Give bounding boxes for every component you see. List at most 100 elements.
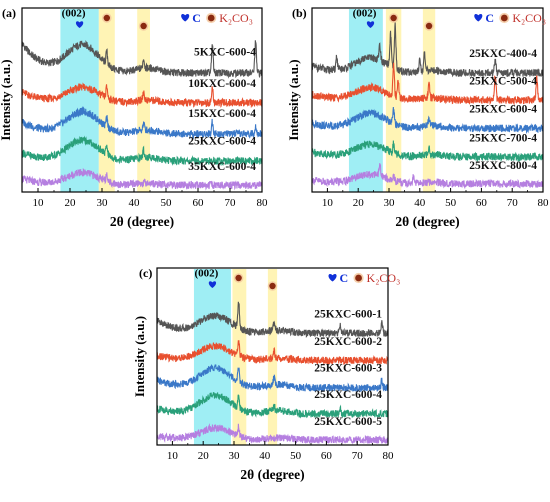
series-line-1 <box>311 62 544 106</box>
highlight-band-0 <box>348 9 383 192</box>
x-tick-label-7: 80 <box>538 197 550 209</box>
k2co3-marker-icon <box>103 14 111 22</box>
y-axis-label: Intensity (a.u.) <box>0 59 13 140</box>
x-tick-label-2: 30 <box>229 450 241 462</box>
legend-k2co3-label: K₂CO₃ <box>219 11 253 25</box>
legend-k2co3-icon <box>207 14 215 22</box>
panel-c: 25KXC-600-1 25KXC-600-2 25KXC-600-3 25KXC-6… <box>132 266 400 482</box>
x-axis-label: 2θ (degree) <box>110 214 174 229</box>
series-line-1 <box>156 340 389 365</box>
panel-label: (c) <box>139 266 152 280</box>
series-label-0: 5KXC-600-4 <box>194 46 256 58</box>
carbon-marker-icon <box>208 281 217 289</box>
series-line-0 <box>21 40 263 79</box>
series-label-4: 25KXC-800-4 <box>469 160 537 172</box>
k2co3-marker-icon <box>140 22 147 30</box>
series-label-0: 25KXC-600-1 <box>314 308 382 320</box>
series-line-4 <box>21 167 263 191</box>
peak-label-002: (002) <box>353 8 377 20</box>
legend-carbon-label: C <box>340 271 349 285</box>
legend-carbon-icon <box>474 13 483 22</box>
series-line-4 <box>311 163 544 190</box>
panel-a: 5KXC-600-4 10KXC-600-4 15KXC-600-4 25KXC-60… <box>0 6 268 229</box>
highlight-band-0 <box>193 269 231 445</box>
highlight-band-1 <box>98 9 115 192</box>
panel-label: (b) <box>292 6 307 20</box>
plot-frame <box>21 7 263 193</box>
x-tick-label-5: 60 <box>476 197 488 209</box>
x-tick-label-1: 20 <box>198 450 210 462</box>
x-tick-label-1: 20 <box>65 197 77 209</box>
legend-carbon-icon <box>328 273 337 282</box>
k2co3-marker-icon <box>235 274 242 282</box>
series-line-4 <box>156 423 389 445</box>
series-line-2 <box>311 106 544 135</box>
peak-label-002: (002) <box>62 8 86 20</box>
x-tick-label-6: 70 <box>507 197 519 209</box>
series-line-3 <box>21 135 263 167</box>
series-line-3 <box>156 392 389 419</box>
series-label-4: 25KXC-600-5 <box>314 416 382 428</box>
x-tick-label-4: 50 <box>290 450 302 462</box>
x-tick-label-4: 50 <box>161 197 173 209</box>
series-label-2: 25KXC-600-3 <box>314 363 382 375</box>
x-tick-label-0: 10 <box>322 197 334 209</box>
series-line-0 <box>156 301 389 338</box>
highlight-band-1 <box>232 269 247 445</box>
carbon-marker-icon <box>366 21 375 29</box>
k2co3-marker-icon <box>269 282 276 290</box>
highlight-band-0 <box>60 9 99 192</box>
x-axis-label: 2θ (degree) <box>395 214 459 229</box>
peak-label-002: (002) <box>195 268 219 280</box>
x-axis-label: 2θ (degree) <box>240 467 304 482</box>
legend-k2co3-label: K₂CO₃ <box>367 271 401 285</box>
y-axis-label: Intensity (a.u.) <box>286 59 301 140</box>
legend-k2co3-label: K₂CO₃ <box>512 11 546 25</box>
series-label-0: 25KXC-400-4 <box>469 48 537 60</box>
series-line-0 <box>311 22 544 78</box>
x-tick-label-7: 80 <box>257 197 269 209</box>
highlight-band-2 <box>422 9 436 192</box>
k2co3-marker-icon <box>425 22 433 30</box>
series-label-3: 25KXC-600-4 <box>314 389 382 401</box>
x-tick-label-4: 50 <box>445 197 457 209</box>
series-label-1: 25KXC-600-2 <box>314 336 382 348</box>
x-tick-label-6: 70 <box>352 450 364 462</box>
x-tick-label-2: 30 <box>384 197 396 209</box>
series-label-2: 15KXC-600-4 <box>188 108 256 120</box>
x-tick-label-5: 60 <box>193 197 205 209</box>
series-label-4: 35KXC-600-4 <box>188 161 256 173</box>
x-tick-label-6: 70 <box>225 197 237 209</box>
series-label-3: 25KXC-700-4 <box>469 133 537 145</box>
y-axis-label: Intensity (a.u.) <box>132 316 147 397</box>
series-label-1: 10KXC-600-4 <box>188 78 256 90</box>
x-tick-label-3: 40 <box>259 450 271 462</box>
series-line-3 <box>311 140 544 163</box>
series-line-2 <box>156 363 389 393</box>
series-line-1 <box>21 82 263 109</box>
series-label-3: 25KXC-600-4 <box>188 135 256 147</box>
x-tick-label-3: 40 <box>129 197 141 209</box>
carbon-marker-icon <box>75 21 84 29</box>
panel-b: 25KXC-400-4 25KXC-500-4 25KXC-600-4 25KXC-7… <box>286 6 549 229</box>
x-tick-label-3: 40 <box>414 197 426 209</box>
legend-carbon-label: C <box>192 11 201 25</box>
plot-frame <box>156 267 389 446</box>
x-tick-label-7: 80 <box>383 450 395 462</box>
x-tick-label-2: 30 <box>97 197 109 209</box>
legend-carbon-icon <box>181 13 190 22</box>
highlight-band-2 <box>137 9 150 192</box>
x-tick-label-0: 10 <box>33 197 45 209</box>
x-tick-label-1: 20 <box>353 197 365 209</box>
legend-k2co3-icon <box>355 274 362 282</box>
panel-label: (a) <box>2 6 16 20</box>
k2co3-marker-icon <box>390 14 397 22</box>
x-tick-label-0: 10 <box>167 450 179 462</box>
plot-frame <box>311 7 544 193</box>
series-label-1: 25KXC-500-4 <box>469 76 537 88</box>
legend-carbon-label: C <box>485 11 494 25</box>
legend-k2co3-icon <box>500 14 508 22</box>
series-label-2: 25KXC-600-4 <box>469 104 537 116</box>
series-line-2 <box>21 106 263 140</box>
